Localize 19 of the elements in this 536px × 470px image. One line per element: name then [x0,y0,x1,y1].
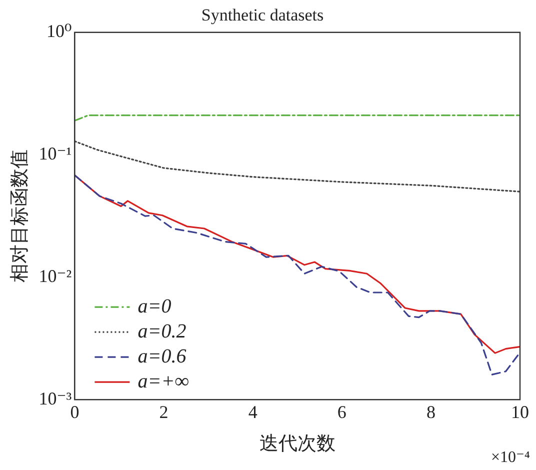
legend-label: a=0.2 [138,320,186,342]
chart-title: Synthetic datasets [201,6,324,25]
y-tick-label: 10⁻¹ [38,144,72,164]
y-tick-label: 10⁻² [38,266,72,286]
y-axis-title: 相对目标函数值 [9,150,30,282]
y-tick-label: 10⁰ [46,21,72,42]
legend-label: a=0 [138,295,172,318]
legend-label: a=0.6 [138,345,186,368]
y-tick-label: 10⁻³ [38,388,72,408]
x-tick-label: 10 [511,402,529,422]
x-tick-label: 6 [337,402,346,422]
line-series [74,140,520,192]
x-axis-title: 迭代次数 [259,434,336,455]
x-tick-label: 8 [426,402,436,422]
x-tick-label: 0 [70,402,80,422]
x-tick-label: 2 [159,402,168,422]
text: ×10⁻⁴ [490,449,530,466]
x-tick-label: 4 [248,402,258,422]
legend-label: a=+∞ [138,370,189,392]
